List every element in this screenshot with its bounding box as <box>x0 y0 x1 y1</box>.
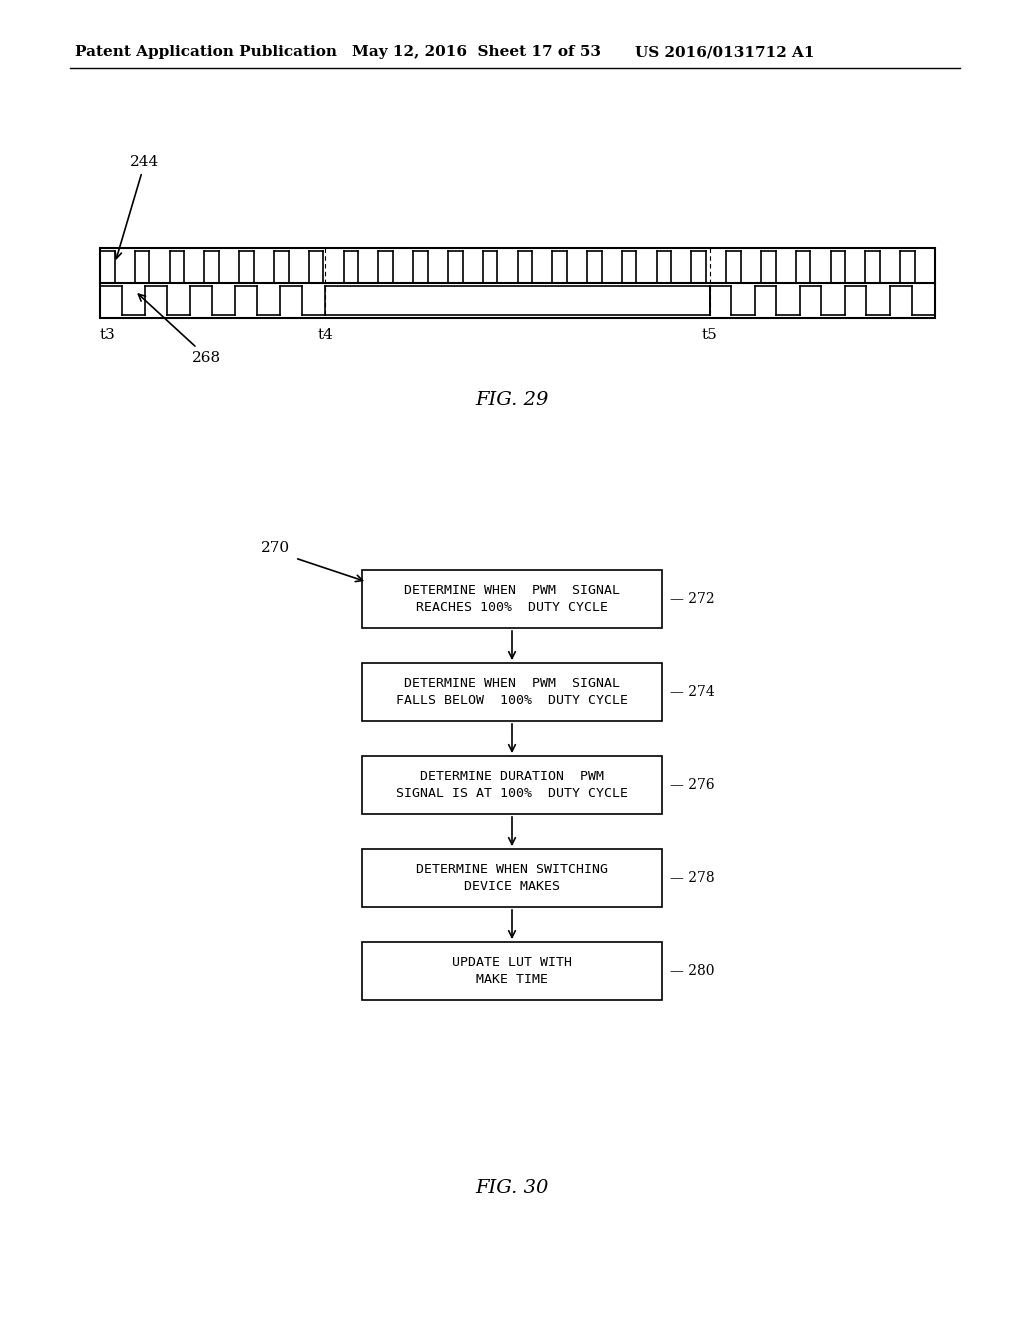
Bar <box>362 849 662 907</box>
Bar <box>100 248 935 318</box>
Text: UPDATE LUT WITH
MAKE TIME: UPDATE LUT WITH MAKE TIME <box>452 956 572 986</box>
Text: May 12, 2016  Sheet 17 of 53: May 12, 2016 Sheet 17 of 53 <box>352 45 601 59</box>
Text: t4: t4 <box>317 327 334 342</box>
Bar <box>362 942 662 1001</box>
Text: — 276: — 276 <box>670 777 715 792</box>
Text: DETERMINE DURATION  PWM
SIGNAL IS AT 100%  DUTY CYCLE: DETERMINE DURATION PWM SIGNAL IS AT 100%… <box>396 770 628 800</box>
Text: FIG. 30: FIG. 30 <box>475 1179 549 1197</box>
Text: DETERMINE WHEN  PWM  SIGNAL
FALLS BELOW  100%  DUTY CYCLE: DETERMINE WHEN PWM SIGNAL FALLS BELOW 10… <box>396 677 628 708</box>
Text: — 272: — 272 <box>670 591 715 606</box>
Text: DETERMINE WHEN SWITCHING
DEVICE MAKES: DETERMINE WHEN SWITCHING DEVICE MAKES <box>416 863 608 894</box>
Text: Patent Application Publication: Patent Application Publication <box>75 45 337 59</box>
Text: US 2016/0131712 A1: US 2016/0131712 A1 <box>635 45 814 59</box>
Text: 270: 270 <box>261 541 290 554</box>
Text: — 280: — 280 <box>670 964 715 978</box>
Text: 244: 244 <box>130 154 160 169</box>
Text: 268: 268 <box>193 351 221 366</box>
Bar <box>362 756 662 814</box>
Text: FIG. 29: FIG. 29 <box>475 391 549 409</box>
Bar <box>362 570 662 628</box>
Text: DETERMINE WHEN  PWM  SIGNAL
REACHES 100%  DUTY CYCLE: DETERMINE WHEN PWM SIGNAL REACHES 100% D… <box>404 583 620 614</box>
Text: t5: t5 <box>701 327 718 342</box>
Text: — 278: — 278 <box>670 871 715 884</box>
Text: — 274: — 274 <box>670 685 715 700</box>
Bar <box>362 663 662 721</box>
Text: t3: t3 <box>100 327 116 342</box>
